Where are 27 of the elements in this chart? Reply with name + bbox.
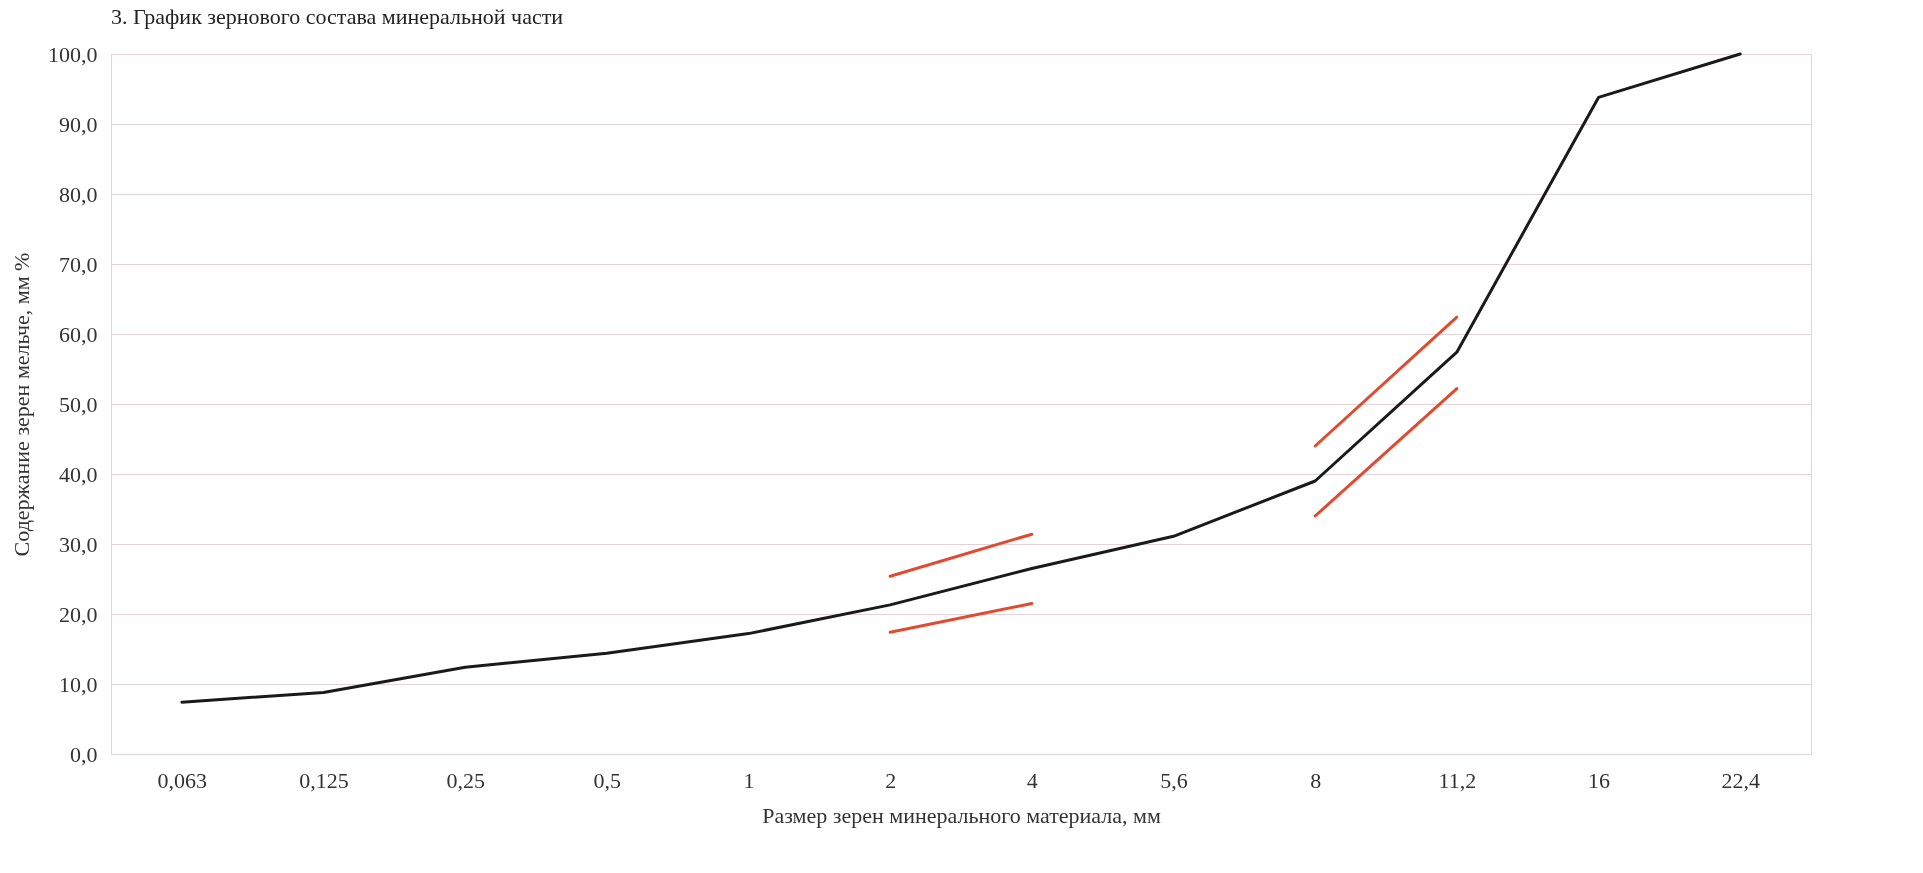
x-axis-title: Размер зерен минерального материала, мм — [762, 802, 1161, 828]
x-tick-label: 1 — [743, 767, 755, 793]
y-tick-label: 60,0 — [59, 321, 98, 347]
y-tick-label: 20,0 — [59, 601, 98, 627]
y-tick-label: 10,0 — [59, 671, 98, 697]
y-tick-label: 100,0 — [48, 41, 98, 67]
y-tick-label: 80,0 — [59, 181, 98, 207]
y-tick-label: 50,0 — [59, 391, 98, 417]
x-tick-label: 11,2 — [1438, 767, 1477, 793]
x-tick-label: 2 — [885, 767, 897, 793]
x-tick-label: 0,5 — [593, 767, 622, 793]
y-tick-label: 0,0 — [70, 741, 98, 767]
y-tick-label: 30,0 — [59, 531, 98, 557]
x-tick-label: 0,125 — [299, 767, 349, 793]
x-tick-label: 5,6 — [1160, 767, 1188, 793]
x-tick-label: 22,4 — [1721, 767, 1760, 793]
x-tick-label: 4 — [1026, 767, 1038, 793]
y-tick-label: 90,0 — [59, 111, 98, 137]
y-tick-label: 40,0 — [59, 461, 98, 487]
x-tick-label: 8 — [1310, 767, 1322, 793]
x-tick-label: 0,25 — [446, 767, 485, 793]
x-tick-label: 0,063 — [157, 767, 208, 793]
chart-title: 3. График зернового состава минеральной части — [111, 4, 564, 29]
y-axis-title: Содержание зерен мельче, мм % — [9, 252, 34, 557]
line-series — [180, 52, 1742, 704]
x-tick-label: 16 — [1588, 767, 1610, 793]
y-tick-label: 70,0 — [59, 251, 98, 277]
